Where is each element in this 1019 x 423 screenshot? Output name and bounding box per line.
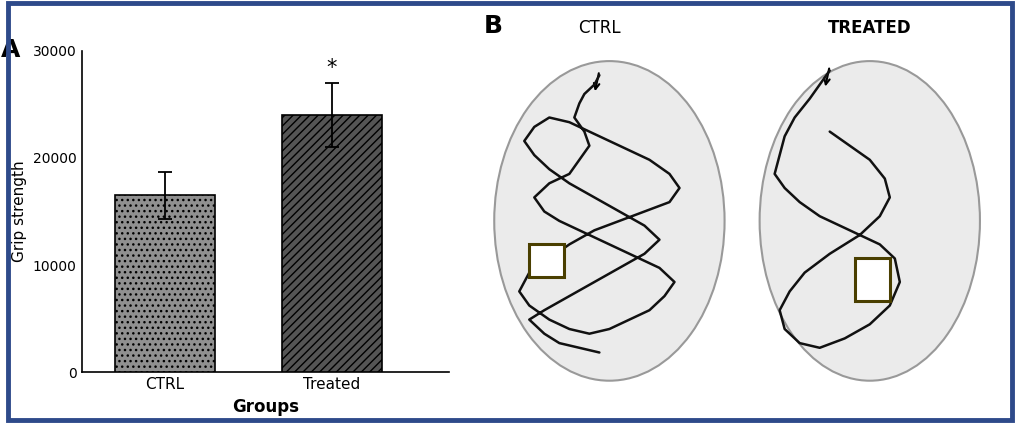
Bar [854, 258, 889, 301]
Ellipse shape [759, 61, 979, 381]
Text: B: B [484, 14, 502, 38]
Text: A: A [1, 38, 20, 62]
Bar [281, 115, 382, 372]
Ellipse shape [494, 61, 723, 381]
Text: *: * [326, 58, 337, 77]
Y-axis label: Grip strength: Grip strength [12, 161, 28, 262]
Text: TREATED: TREATED [827, 19, 911, 37]
Bar [529, 244, 564, 277]
Bar [115, 195, 215, 372]
X-axis label: Groups: Groups [231, 398, 299, 416]
Text: CTRL: CTRL [578, 19, 621, 37]
